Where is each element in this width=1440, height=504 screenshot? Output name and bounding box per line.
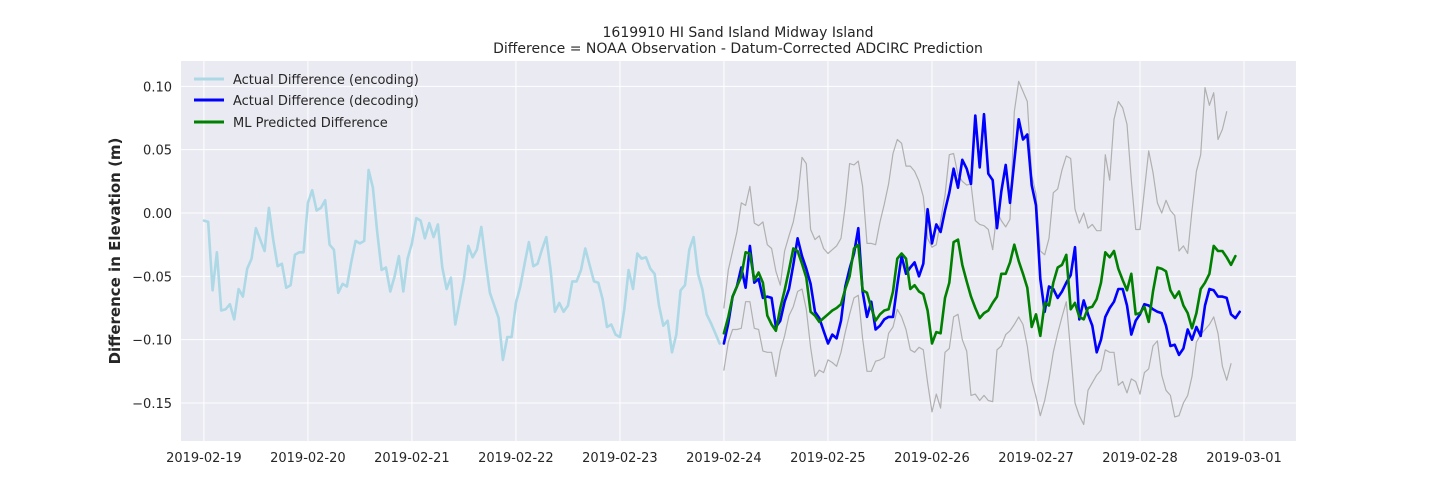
chart-subtitle: Difference = NOAA Observation - Datum-Co…: [493, 41, 983, 57]
x-tick-label: 2019-03-01: [1206, 451, 1282, 466]
series-layer: [202, 80, 1241, 426]
lower-bound-line: [723, 288, 1232, 426]
decoding-series-line: [722, 112, 1241, 357]
y-tick-label: 0.10: [143, 80, 172, 95]
y-tick-label: 0.05: [143, 144, 172, 159]
y-axis-label: Difference in Elevation (m): [106, 138, 124, 365]
x-tick-label: 2019-02-27: [998, 451, 1074, 466]
y-tick-label: 0.00: [143, 207, 172, 222]
x-axis-ticks: 2019-02-19 2019-02-20 2019-02-21 2019-02-22…: [166, 451, 1282, 466]
legend-label-decoding: Actual Difference (decoding): [233, 94, 419, 109]
x-tick-label: 2019-02-21: [374, 451, 450, 466]
chart-title: 1619910 HI Sand Island Midway Island: [603, 25, 874, 41]
y-tick-label: −0.05: [132, 270, 172, 285]
x-tick-label: 2019-02-26: [894, 451, 970, 466]
x-tick-label: 2019-02-22: [478, 451, 554, 466]
legend: Actual Difference (encoding) Actual Diff…: [194, 73, 419, 131]
y-tick-label: −0.10: [132, 334, 172, 349]
x-tick-label: 2019-02-23: [582, 451, 658, 466]
legend-label-predicted: ML Predicted Difference: [233, 116, 388, 131]
x-tick-label: 2019-02-19: [166, 451, 242, 466]
x-tick-label: 2019-02-25: [790, 451, 866, 466]
x-tick-label: 2019-02-20: [270, 451, 346, 466]
encoding-series-line: [202, 168, 721, 362]
x-tick-label: 2019-02-24: [686, 451, 762, 466]
upper-bound-line: [723, 80, 1228, 309]
y-tick-label: −0.15: [132, 397, 172, 412]
plot-area: [181, 61, 1296, 441]
y-axis-ticks: 0.10 0.05 0.00 −0.05 −0.10 −0.15: [132, 80, 172, 412]
x-tick-label: 2019-02-28: [1102, 451, 1178, 466]
legend-label-encoding: Actual Difference (encoding): [233, 73, 419, 88]
predicted-series-line: [722, 238, 1237, 345]
